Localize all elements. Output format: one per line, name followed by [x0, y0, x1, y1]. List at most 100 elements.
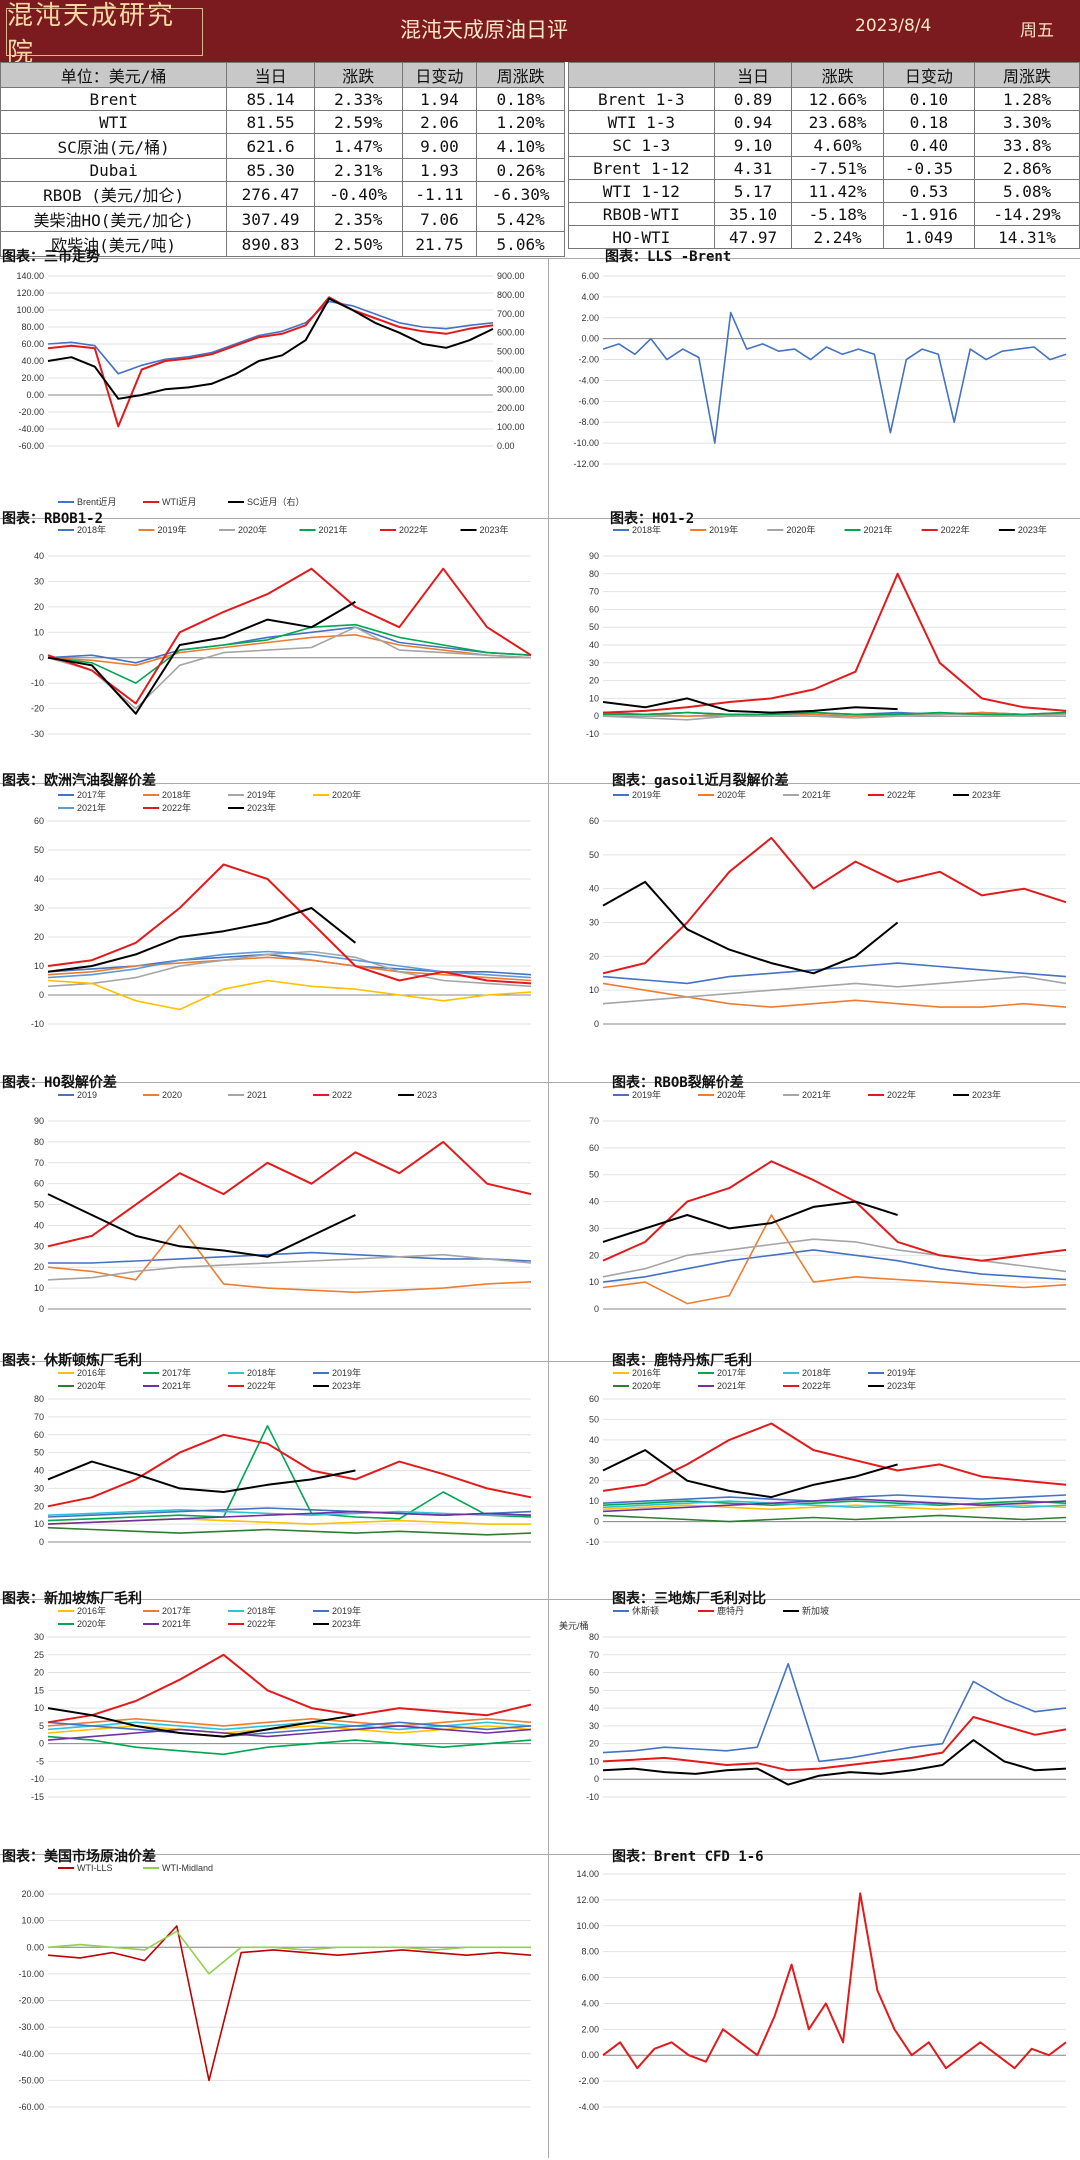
table-cell: 2.24% — [791, 225, 884, 249]
legend-label: 2016年 — [632, 1367, 661, 1378]
panel-divider — [0, 518, 1080, 519]
legend-label: 2020 — [162, 1090, 182, 1100]
legend-label: 2021年 — [319, 524, 348, 535]
series-line — [47, 1725, 532, 1734]
legend-label: 2019年 — [709, 524, 738, 535]
y-tick-label: 0 — [594, 1517, 599, 1527]
y-tick-label: 70 — [589, 1650, 599, 1660]
report-header: 混沌天成研究院 混沌天成原油日评 2023/8/4 周五 — [0, 0, 1080, 68]
y-tick-label: 60 — [34, 1179, 44, 1189]
y-tick-label: 10.00 — [21, 1916, 44, 1926]
series-line — [47, 1224, 532, 1294]
series-line — [47, 1930, 531, 1975]
legend-label: 2023年 — [247, 802, 276, 813]
chart-title: 图表：三市走势 — [2, 249, 100, 265]
table-cell: Brent 1-3 — [568, 87, 715, 111]
y-tick-label: 30 — [34, 903, 44, 913]
y-tick-label: 2.00 — [581, 2024, 599, 2034]
y-tick-label: 90 — [589, 551, 599, 561]
table-cell: -0.40% — [313, 181, 403, 207]
y-tick-label: 140.00 — [16, 271, 44, 281]
chart-c5: 60 50 40 30 20 10 0 -10 2017年 2018年 2019年 2020年 2021… — [31, 789, 532, 1029]
y-tick-label: 2.00 — [581, 313, 599, 323]
table-cell: 307.49 — [226, 206, 315, 232]
y-tick-label: 60 — [589, 1668, 599, 1678]
table-cell: WTI 1-3 — [568, 110, 715, 134]
y-tick-label: 80 — [589, 569, 599, 579]
chart-title: 图表：欧洲汽油裂解价差 — [2, 773, 156, 789]
table-cell: 33.8% — [974, 133, 1080, 157]
y-tick-label: -10.00 — [573, 438, 599, 448]
series-line — [602, 1160, 1067, 1262]
table-cell: 35.10 — [713, 202, 793, 226]
table-row: 美柴油HO(美元/加仑) 307.49 2.35% 7.06 5.42% — [0, 206, 565, 232]
legend-label: 2018年 — [247, 1605, 276, 1616]
table-cell: RBOB (美元/加仑) — [0, 181, 228, 207]
legend-label: 2018年 — [632, 524, 661, 535]
y-tick-label: 10 — [34, 1703, 44, 1713]
table-cell: 1.47% — [313, 133, 403, 159]
chart-container: 60 50 40 30 20 10 0 2019年 2020年 2021年 2022年 2023年 — [555, 787, 1080, 1072]
legend-label: 2021年 — [162, 1380, 191, 1391]
y-tick-label: 20 — [34, 602, 44, 612]
legend-label: 2022年 — [887, 789, 916, 800]
table-cell: 2.50% — [313, 231, 403, 257]
legend-label: 2023年 — [972, 789, 1001, 800]
y-tick-label: 80 — [589, 1632, 599, 1642]
y-tick-label: -20.00 — [18, 407, 44, 417]
chart-title: 图表：美国市场原油价差 — [2, 1849, 156, 1865]
series-line — [602, 982, 1067, 1008]
y-tick-label: 60 — [589, 816, 599, 826]
chart-c8: 70 60 50 40 30 20 10 0 2019年 2020年 2021年 2022年 2023年 — [589, 1089, 1067, 1314]
y-tick-label: 40 — [589, 1197, 599, 1207]
y2-tick-label: 100.00 — [497, 422, 525, 432]
series-line — [602, 880, 899, 975]
y-tick-label: 40 — [34, 1466, 44, 1476]
legend-label: SC近月（右） — [247, 496, 305, 507]
y-tick-label: 20 — [34, 1262, 44, 1272]
series-line — [47, 300, 494, 375]
table-cell: 0.10 — [882, 87, 976, 111]
legend-label: 2019年 — [332, 1605, 361, 1616]
y-tick-label: 40 — [589, 1703, 599, 1713]
series-line — [47, 626, 532, 664]
table-cell: 2.35% — [313, 206, 403, 232]
chart-container: 6.00 4.00 2.00 0.00 -2.00 -4.00 -6.00 -8.00 -10.… — [555, 262, 1080, 512]
table-cell: WTI 1-12 — [568, 179, 715, 203]
series-line — [603, 711, 1066, 717]
table-cell: -7.51% — [791, 156, 884, 180]
table-cell: 890.83 — [226, 231, 315, 257]
y-tick-label: 100.00 — [16, 305, 44, 315]
table-cell: 621.6 — [226, 133, 315, 159]
table-cell: SC原油(元/桶) — [0, 133, 228, 159]
series-line — [47, 950, 532, 979]
spread-table-right: 当日 涨跌 日变动 周涨跌 Brent 1-3 0.89 12.66% 0.10 1.28% WT… — [568, 62, 1080, 249]
series-line — [47, 1707, 356, 1738]
table-cell: 81.55 — [226, 110, 315, 134]
panel-divider — [0, 1361, 1080, 1362]
table-cell: 欧柴油(美元/吨) — [0, 231, 228, 257]
y-tick-label: -20 — [31, 704, 44, 714]
chart-c3: 40 30 20 10 0 -10 -20 -30 2018年 2019年 2020年 2021年 20… — [31, 524, 532, 739]
table-row: Brent 1-3 0.89 12.66% 0.10 1.28% — [568, 87, 1080, 111]
table-cell: -6.30% — [476, 181, 565, 207]
y-tick-label: 20 — [589, 1476, 599, 1486]
table-cell: 9.00 — [401, 133, 478, 159]
chart-c10: 60 50 40 30 20 10 0 -10 2016年 2017年 2018年 2019年 2020… — [586, 1367, 1067, 1547]
legend-label: 2021年 — [717, 1380, 746, 1391]
y-tick-label: 70 — [34, 1158, 44, 1168]
y-tick-label: 60 — [34, 1430, 44, 1440]
series-line — [47, 1721, 532, 1731]
table-header-cell: 周涨跌 — [476, 62, 565, 88]
series-line — [602, 975, 1067, 1005]
y-tick-label: 6.00 — [581, 1973, 599, 1983]
y-tick-label: 4.00 — [581, 292, 599, 302]
legend-label: 鹿特丹 — [717, 1605, 744, 1616]
chart-c13: 20.00 10.00 0.00 -10.00 -20.00 -30.00 -40.00 -5… — [18, 1863, 532, 2112]
series-line — [602, 1422, 1067, 1492]
y-tick-label: -6.00 — [578, 396, 599, 406]
chart-c6: 60 50 40 30 20 10 0 2019年 2020年 2021年 2022年 2023年 — [589, 789, 1067, 1029]
series-line — [47, 1721, 532, 1738]
table-row: WTI 1-3 0.94 23.68% 0.18 3.30% — [568, 110, 1080, 134]
table-cell: Brent — [0, 87, 228, 111]
